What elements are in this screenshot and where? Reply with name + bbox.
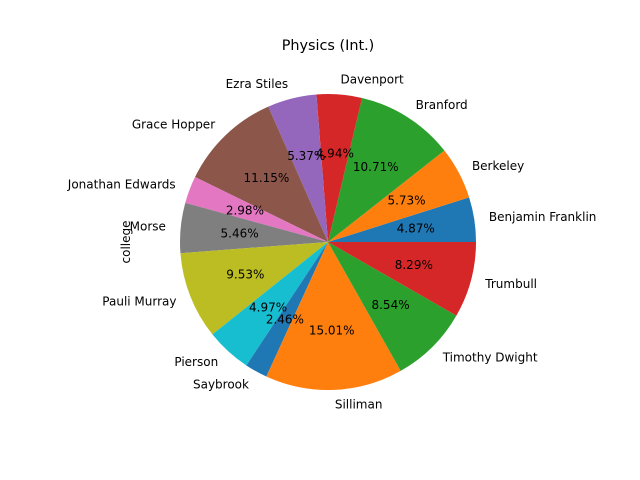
pie-slice — [179, 202, 328, 254]
slice-percent-label: 8.54% — [371, 298, 409, 312]
pie-slice — [328, 242, 476, 316]
slice-label: Branford — [416, 98, 468, 112]
slice-percent-label: 4.97% — [249, 301, 287, 315]
slice-percent-label: 10.71% — [353, 160, 399, 174]
pie-slice — [316, 93, 363, 242]
slice-label: Pierson — [174, 355, 218, 369]
pie-slice — [195, 106, 328, 242]
slice-label: Silliman — [335, 398, 383, 412]
slice-label: Berkeley — [472, 159, 524, 173]
slice-percent-label: 4.87% — [397, 221, 435, 235]
slice-percent-label: 2.98% — [226, 204, 264, 218]
slice-label: Trumbull — [484, 277, 537, 291]
slice-label: Pauli Murray — [102, 295, 176, 309]
slice-percent-label: 5.37% — [287, 149, 325, 163]
slice-label: Davenport — [340, 73, 404, 87]
chart-title: Physics (Int.) — [282, 38, 375, 54]
pie-slice — [266, 242, 401, 390]
y-axis-label: college — [119, 221, 133, 264]
slice-label: Jonathan Edwards — [67, 178, 176, 192]
pie-slice — [328, 197, 476, 242]
pie-slice — [328, 97, 445, 243]
slice-percent-label: 4.94% — [316, 146, 354, 160]
pie-slice — [328, 150, 470, 242]
pie-slices — [179, 93, 476, 390]
slice-label: Morse — [130, 219, 166, 233]
slice-label: Grace Hopper — [132, 118, 215, 132]
pie-slice — [246, 242, 328, 377]
slice-percent-label: 8.29% — [395, 258, 433, 272]
slice-percent-label: 2.46% — [266, 313, 304, 327]
slice-percent-label: 5.73% — [387, 194, 425, 208]
pie-slice — [268, 94, 328, 242]
pie-slice — [328, 242, 457, 371]
slice-labels: Benjamin Franklin Berkeley Branford Davenpo… — [67, 73, 597, 412]
slice-percent-labels: 4.87% 5.73% 10.71%4.94%5.37% 11.15% 2.98% 5.4… — [221, 146, 435, 337]
slice-label: Benjamin Franklin — [489, 210, 597, 224]
slice-label: Timothy Dwight — [442, 351, 538, 365]
slice-percent-label: 11.15% — [244, 171, 290, 185]
slice-percent-label: 9.53% — [226, 268, 264, 282]
slice-percent-label: 5.46% — [221, 227, 259, 241]
pie-slice — [185, 177, 328, 242]
pie-slice — [180, 242, 328, 335]
slice-percent-label: 15.01% — [309, 324, 355, 338]
slice-label: Ezra Stiles — [226, 77, 289, 91]
pie-slice — [212, 242, 328, 366]
slice-label: Saybrook — [193, 377, 249, 391]
